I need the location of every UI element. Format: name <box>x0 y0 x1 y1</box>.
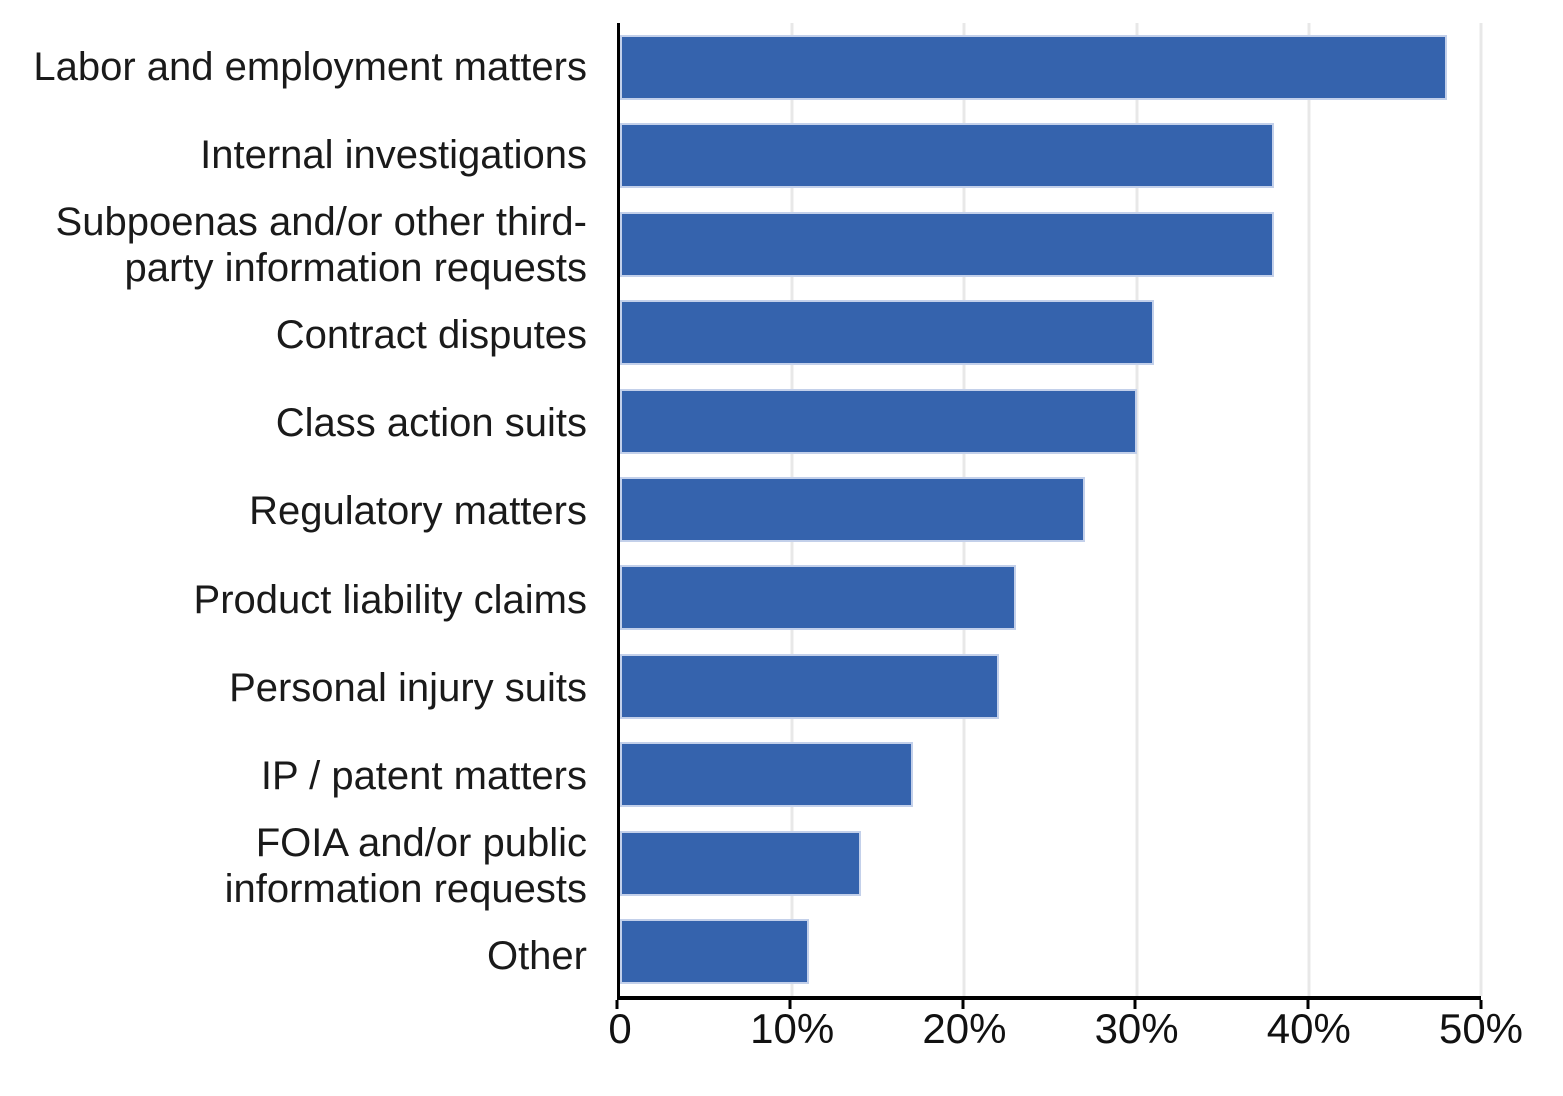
category-label-row: Internal investigations <box>0 111 617 199</box>
plot-area <box>617 23 1483 1000</box>
bar-row <box>620 377 1481 465</box>
category-label-row: Other <box>0 912 617 1000</box>
x-tick-label: 20% <box>922 1005 1007 1052</box>
category-label-row: Contract disputes <box>0 291 617 379</box>
x-tick-label: 30% <box>1094 1005 1179 1052</box>
gridline <box>1479 23 1483 996</box>
bar-row <box>620 288 1481 376</box>
bar-row <box>620 819 1481 907</box>
bar <box>620 653 999 719</box>
bar <box>620 830 862 896</box>
x-axis-tick-marks <box>615 1000 1483 1009</box>
category-label: Internal investigations <box>200 133 587 178</box>
category-label-row: FOIA and/or public information requests <box>0 820 617 912</box>
bar <box>620 919 810 985</box>
category-label: Subpoenas and/or other third- party info… <box>55 200 587 291</box>
category-label-row: IP / patent matters <box>0 732 617 820</box>
category-label: IP / patent matters <box>260 753 587 798</box>
category-label: Contract disputes <box>275 313 587 358</box>
bars-layer <box>620 23 1481 996</box>
x-tick-label: 40% <box>1266 1005 1351 1052</box>
bar-row <box>620 731 1481 819</box>
category-label: Other <box>486 933 587 978</box>
x-axis-tick-labels: 0 10% 20% 30% 40% 50% <box>608 1005 1523 1060</box>
bar <box>620 742 913 808</box>
category-label: FOIA and/or public information requests <box>224 820 587 911</box>
bar-row <box>620 465 1481 553</box>
bar-row <box>620 908 1481 996</box>
x-tick-mark <box>961 1000 965 1009</box>
x-tick-mark <box>1133 1000 1137 1009</box>
category-label: Labor and employment matters <box>33 45 587 90</box>
bar-row <box>620 200 1481 288</box>
bar <box>620 388 1137 454</box>
gridline <box>1307 23 1311 996</box>
bar <box>620 565 1017 631</box>
category-labels-column: Labor and employment matters Internal inv… <box>0 23 617 1000</box>
x-tick-mark <box>1479 1000 1483 1009</box>
bar-row <box>620 642 1481 730</box>
category-label: Class action suits <box>275 401 587 446</box>
x-tick-mark <box>788 1000 792 1009</box>
bar <box>620 300 1154 366</box>
category-label: Product liability claims <box>193 577 587 622</box>
x-tick-label: 0 <box>608 1005 632 1052</box>
bar <box>620 476 1085 542</box>
x-tick-label: 10% <box>750 1005 835 1052</box>
category-label-row: Personal injury suits <box>0 644 617 732</box>
category-label-row: Product liability claims <box>0 556 617 644</box>
gridline <box>1135 23 1139 996</box>
bar-row <box>620 111 1481 199</box>
category-label-row: Regulatory matters <box>0 467 617 555</box>
bar <box>620 34 1447 100</box>
bar <box>620 211 1275 277</box>
bar-row <box>620 23 1481 111</box>
category-label-row: Subpoenas and/or other third- party info… <box>0 199 617 291</box>
bar-row <box>620 554 1481 642</box>
category-label: Regulatory matters <box>249 489 587 534</box>
bar <box>620 123 1275 189</box>
category-label-row: Labor and employment matters <box>0 23 617 111</box>
x-tick-mark <box>615 1000 619 1009</box>
category-label: Personal injury suits <box>229 665 587 710</box>
category-label-row: Class action suits <box>0 379 617 467</box>
x-tick-mark <box>1306 1000 1310 1009</box>
x-tick-label: 50% <box>1438 1005 1524 1052</box>
